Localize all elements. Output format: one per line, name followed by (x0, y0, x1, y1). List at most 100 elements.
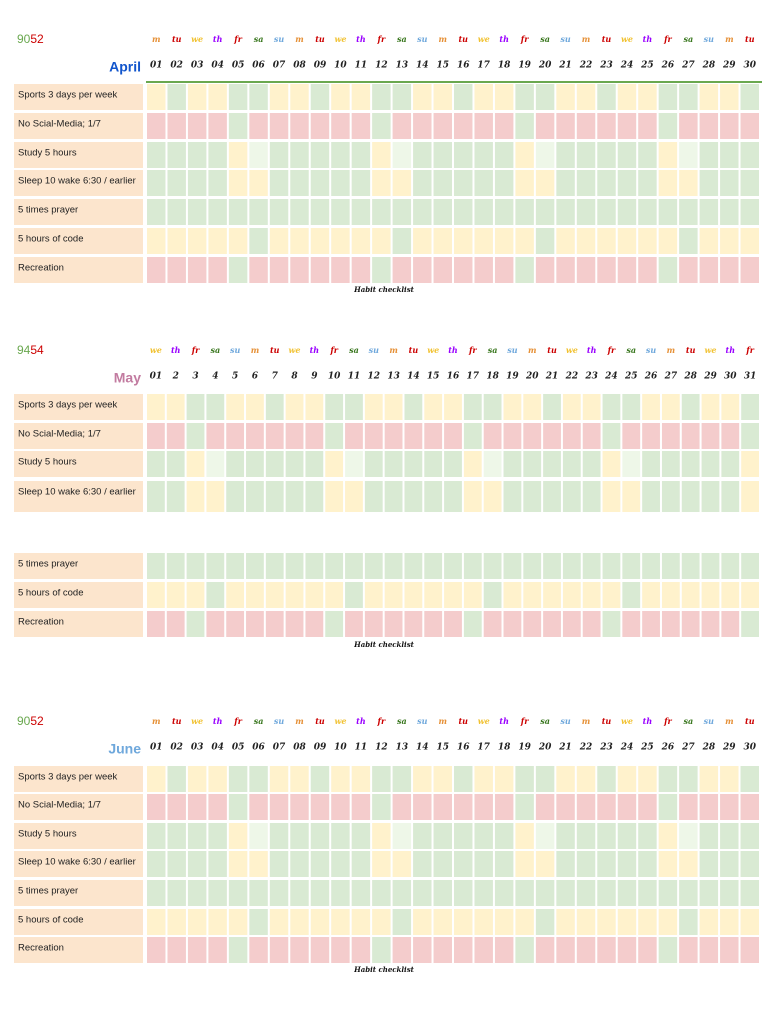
habit-cell[interactable] (454, 823, 473, 849)
habit-cell[interactable] (310, 170, 330, 196)
habit-cell[interactable] (576, 823, 596, 849)
habit-cell[interactable] (576, 113, 596, 139)
habit-cell[interactable] (249, 766, 268, 792)
habit-cell[interactable] (602, 451, 621, 477)
habit-cell[interactable] (602, 394, 621, 420)
habit-cell[interactable] (515, 199, 534, 225)
habit-cell[interactable] (413, 199, 432, 225)
habit-cell[interactable] (661, 553, 680, 579)
habit-cell[interactable] (228, 851, 248, 877)
habit-cell[interactable] (331, 880, 350, 906)
habit-cell[interactable] (658, 257, 678, 283)
habit-cell[interactable] (494, 823, 514, 849)
habit-cell[interactable] (494, 84, 514, 110)
habit-cell[interactable] (474, 113, 493, 139)
habit-cell[interactable] (679, 851, 698, 877)
habit-cell[interactable] (617, 142, 637, 168)
habit-cell[interactable] (331, 766, 350, 792)
habit-cell[interactable] (556, 257, 575, 283)
habit-cell[interactable] (187, 823, 207, 849)
habit-cell[interactable] (454, 880, 473, 906)
habit-cell[interactable] (351, 880, 371, 906)
habit-cell[interactable] (208, 766, 227, 792)
habit-cell[interactable] (384, 423, 403, 449)
habit-cell[interactable] (515, 228, 534, 254)
habit-cell[interactable] (720, 909, 739, 935)
habit-cell[interactable] (444, 582, 462, 608)
habit-cell[interactable] (310, 84, 330, 110)
habit-cell[interactable] (226, 423, 245, 449)
habit-cell[interactable] (543, 423, 561, 449)
habit-cell[interactable] (699, 766, 719, 792)
habit-cell[interactable] (331, 199, 350, 225)
habit-cell[interactable] (444, 611, 462, 637)
habit-cell[interactable] (226, 553, 245, 579)
habit-cell[interactable] (208, 851, 227, 877)
habit-cell[interactable] (602, 582, 621, 608)
habit-cell[interactable] (413, 851, 432, 877)
habit-cell[interactable] (638, 113, 657, 139)
habit-cell[interactable] (187, 228, 207, 254)
habit-cell[interactable] (535, 880, 555, 906)
habit-cell[interactable] (147, 170, 166, 196)
habit-cell[interactable] (597, 170, 616, 196)
habit-cell[interactable] (523, 582, 542, 608)
habit-cell[interactable] (413, 170, 432, 196)
habit-cell[interactable] (535, 199, 555, 225)
habit-cell[interactable] (167, 113, 186, 139)
habit-cell[interactable] (699, 909, 719, 935)
habit-cell[interactable] (515, 113, 534, 139)
habit-cell[interactable] (325, 423, 344, 449)
habit-cell[interactable] (617, 766, 637, 792)
habit-cell[interactable] (384, 611, 403, 637)
habit-cell[interactable] (515, 142, 534, 168)
habit-cell[interactable] (622, 394, 641, 420)
habit-cell[interactable] (249, 909, 268, 935)
habit-cell[interactable] (556, 142, 575, 168)
habit-cell[interactable] (208, 84, 227, 110)
habit-cell[interactable] (699, 880, 719, 906)
habit-cell[interactable] (147, 880, 166, 906)
habit-cell[interactable] (494, 851, 514, 877)
habit-cell[interactable] (187, 199, 207, 225)
habit-cell[interactable] (494, 766, 514, 792)
habit-cell[interactable] (602, 481, 621, 512)
habit-cell[interactable] (503, 394, 522, 420)
habit-cell[interactable] (679, 142, 698, 168)
habit-cell[interactable] (638, 142, 657, 168)
habit-cell[interactable] (617, 199, 637, 225)
habit-cell[interactable] (617, 113, 637, 139)
habit-cell[interactable] (228, 84, 248, 110)
habit-cell[interactable] (345, 394, 363, 420)
habit-cell[interactable] (741, 451, 759, 477)
habit-cell[interactable] (638, 84, 657, 110)
habit-cell[interactable] (290, 823, 309, 849)
habit-cell[interactable] (699, 823, 719, 849)
habit-cell[interactable] (364, 423, 383, 449)
habit-cell[interactable] (433, 766, 452, 792)
habit-cell[interactable] (249, 851, 268, 877)
habit-cell[interactable] (720, 228, 739, 254)
habit-cell[interactable] (246, 611, 264, 637)
habit-cell[interactable] (597, 909, 616, 935)
habit-cell[interactable] (454, 142, 473, 168)
habit-cell[interactable] (372, 199, 391, 225)
habit-cell[interactable] (228, 766, 248, 792)
habit-cell[interactable] (444, 451, 462, 477)
habit-cell[interactable] (424, 611, 443, 637)
habit-cell[interactable] (404, 582, 423, 608)
habit-cell[interactable] (679, 937, 698, 963)
habit-cell[interactable] (661, 582, 680, 608)
habit-cell[interactable] (535, 937, 555, 963)
habit-cell[interactable] (325, 582, 344, 608)
habit-cell[interactable] (372, 170, 391, 196)
habit-cell[interactable] (147, 228, 166, 254)
habit-cell[interactable] (720, 937, 739, 963)
habit-cell[interactable] (556, 909, 575, 935)
habit-cell[interactable] (463, 394, 482, 420)
habit-cell[interactable] (351, 937, 371, 963)
habit-cell[interactable] (167, 794, 186, 820)
habit-cell[interactable] (556, 937, 575, 963)
habit-cell[interactable] (454, 909, 473, 935)
habit-cell[interactable] (166, 394, 185, 420)
